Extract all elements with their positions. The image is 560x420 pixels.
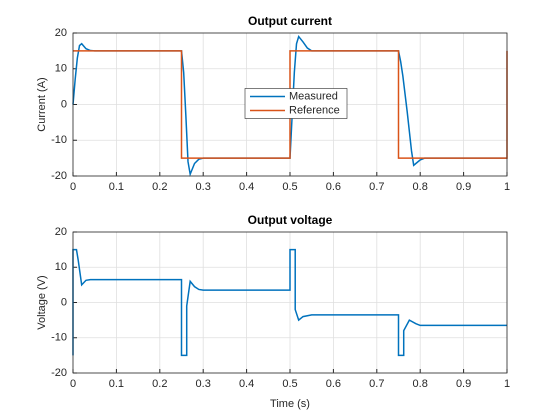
y-tick-label: 20 [55,226,67,238]
y-tick-label: 0 [61,98,67,110]
y-axis-label: Current (A) [36,77,48,131]
x-tick-label: 0.5 [282,181,297,193]
x-axis-label: Time (s) [270,398,310,410]
y-tick-label: 10 [55,63,67,75]
x-tick-label: 0.5 [282,378,297,390]
x-tick-label: 0.9 [456,378,471,390]
x-tick-label: 0.6 [326,181,341,193]
x-tick-label: 0.9 [456,181,471,193]
chart-title: Output voltage [248,213,333,227]
x-tick-label: 0.4 [239,181,254,193]
legend-label: Reference [289,104,340,116]
legend-box [244,88,348,119]
x-tick-label: 0.6 [326,378,341,390]
x-tick-label: 0.7 [369,181,384,193]
x-tick-label: 0.2 [152,378,167,390]
x-tick-label: 0.3 [196,378,211,390]
x-tick-label: 0.7 [369,378,384,390]
y-tick-label: 0 [61,296,67,308]
x-tick-label: 1 [504,181,510,193]
x-tick-label: 0 [70,181,76,193]
x-tick-label: 0.2 [152,181,167,193]
y-tick-label: -10 [51,134,67,146]
y-tick-label: -10 [51,332,67,344]
y-tick-label: 20 [55,27,67,39]
x-tick-label: 0.1 [109,378,124,390]
data-line [73,50,508,159]
x-tick-label: 0.4 [239,378,254,390]
x-tick-label: 1 [504,378,510,390]
data-line [72,248,507,357]
legend-label: Measured [289,90,338,102]
y-tick-label: -20 [51,367,67,379]
x-tick-label: 0.8 [413,378,428,390]
x-tick-label: 0 [70,378,76,390]
x-tick-label: 0.1 [109,181,124,193]
y-tick-label: 10 [55,261,67,273]
x-tick-label: 0.3 [196,181,211,193]
axes-box [72,231,508,374]
x-tick-label: 0.8 [413,181,428,193]
chart-title: Output current [248,14,332,28]
y-tick-label: -20 [51,170,67,182]
axes-box [72,32,508,177]
y-axis-label: Voltage (V) [36,275,48,329]
